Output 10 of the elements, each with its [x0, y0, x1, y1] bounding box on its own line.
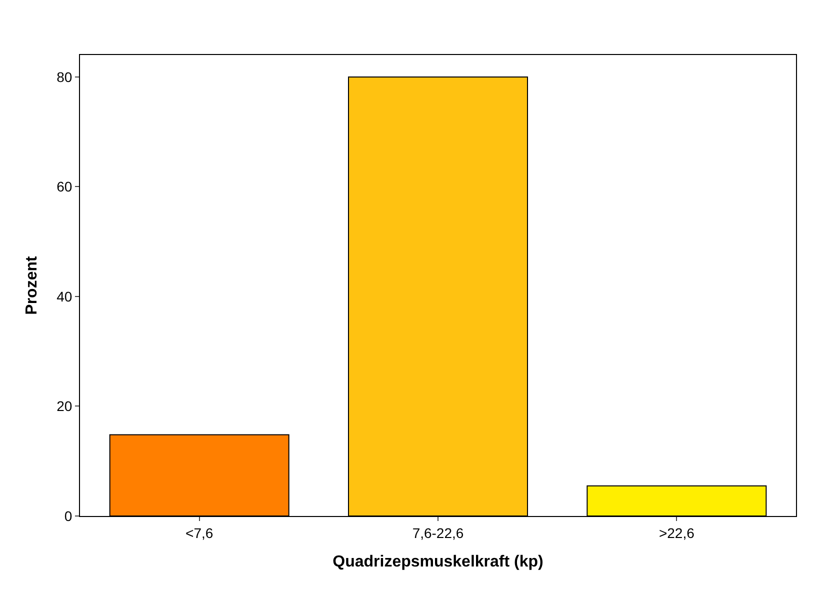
x-tick-label: 7,6-22,6 [412, 524, 464, 541]
x-tick-label: >22,6 [658, 524, 695, 541]
x-tick-label: <7,6 [186, 524, 214, 541]
y-tick-label: 40 [56, 288, 72, 304]
x-axis-title: Quadrizepsmuskelkraft (kp) [332, 554, 544, 570]
y-axis-title: Prozent [24, 255, 41, 315]
y-tick-label: 80 [56, 68, 72, 85]
y-tick-label: 20 [56, 398, 72, 414]
y-tick-label: 0 [64, 508, 72, 524]
y-tick-label: 60 [56, 178, 72, 195]
